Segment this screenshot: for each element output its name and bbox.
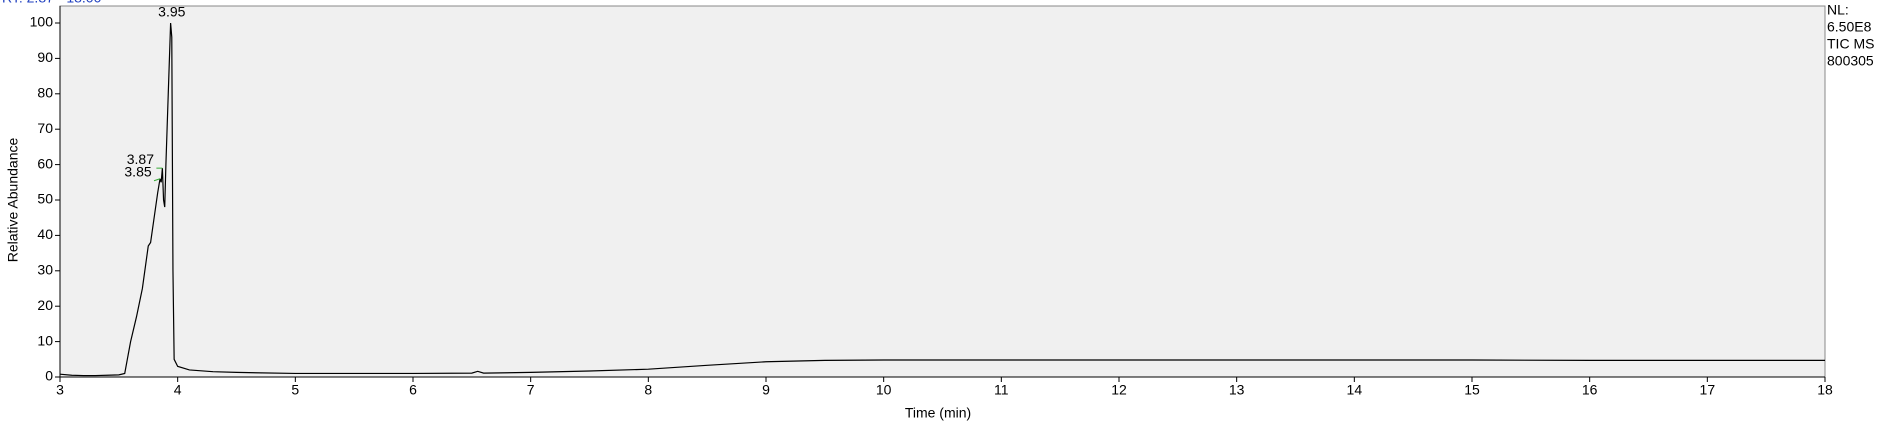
x-tick-label: 10: [876, 382, 892, 398]
y-tick-label: 90: [37, 49, 53, 65]
x-tick-label: 8: [644, 382, 652, 398]
y-tick-label: 40: [37, 226, 53, 242]
y-tick-label: 30: [37, 262, 53, 278]
trace: [59, 22, 1825, 377]
annotation-connector: [153, 178, 161, 182]
y-tick-label: 0: [45, 368, 53, 384]
peak-label: 3.95: [158, 4, 185, 20]
x-axis-label: Time (min): [905, 405, 971, 421]
y-tick-label: 80: [37, 85, 53, 101]
x-tick-label: 15: [1464, 382, 1480, 398]
x-tick-label: 13: [1229, 382, 1245, 398]
x-tick-label: 14: [1347, 382, 1363, 398]
range-text: RT: 2.87 - 18.00: [2, 0, 102, 6]
y-tick-label: 60: [37, 155, 53, 171]
info-text: TIC MS: [1827, 36, 1874, 52]
info-text: 800305: [1827, 53, 1874, 69]
info-text: NL:: [1827, 2, 1849, 18]
x-tick-label: 5: [291, 382, 299, 398]
x-tick-label: 17: [1700, 382, 1716, 398]
y-tick-label: 100: [30, 14, 54, 30]
y-tick-label: 50: [37, 191, 53, 207]
y-tick-label: 10: [37, 332, 53, 348]
x-tick-label: 3: [56, 382, 64, 398]
peak-label: 3.87: [127, 151, 154, 167]
x-tick-label: 6: [409, 382, 417, 398]
y-axis-label: Relative Abundance: [5, 138, 21, 263]
y-tick-label: 70: [37, 120, 53, 136]
info-text: 6.50E8: [1827, 19, 1872, 35]
x-tick-label: 7: [527, 382, 535, 398]
peak-label: 3.85: [124, 163, 151, 179]
plot-area: [59, 5, 1826, 378]
x-tick-label: 4: [174, 382, 182, 398]
x-tick-label: 11: [994, 382, 1009, 398]
y-tick-label: 20: [37, 297, 53, 313]
x-tick-label: 16: [1582, 382, 1598, 398]
x-tick-label: 12: [1111, 382, 1127, 398]
x-tick-label: 18: [1817, 382, 1833, 398]
x-tick-label: 9: [762, 382, 770, 398]
